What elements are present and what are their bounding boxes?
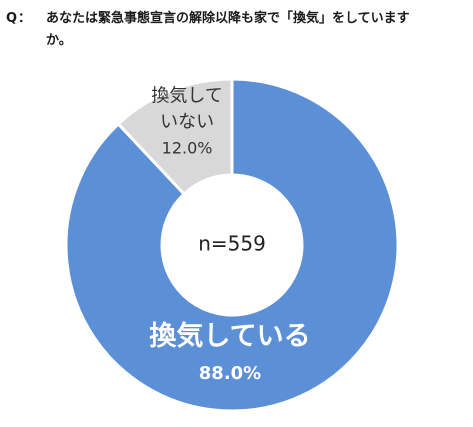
donut-hole xyxy=(163,176,301,314)
slice-value-label-1: 12.0% xyxy=(162,139,213,158)
slice-value-label-0: 88.0% xyxy=(199,363,261,384)
question-marker: Q： xyxy=(6,11,33,26)
chart-slices xyxy=(64,77,400,413)
question-text: あなたは緊急事態宣言の解除以降も家で「換気」をしていますか。 xyxy=(46,11,410,48)
slice-label-1-line-0: 換気して xyxy=(151,86,222,107)
pie-slice-1 xyxy=(116,77,234,197)
slice-label-1-line-1: いない xyxy=(160,112,214,133)
slice-label-0: 換気している xyxy=(149,320,310,352)
question-header: Q： あなたは緊急事態宣言の解除以降も家で「換気」をしていますか。 xyxy=(6,8,466,52)
center-sample-size-label: n=559 xyxy=(198,232,266,256)
pie-slice-0 xyxy=(64,77,400,413)
